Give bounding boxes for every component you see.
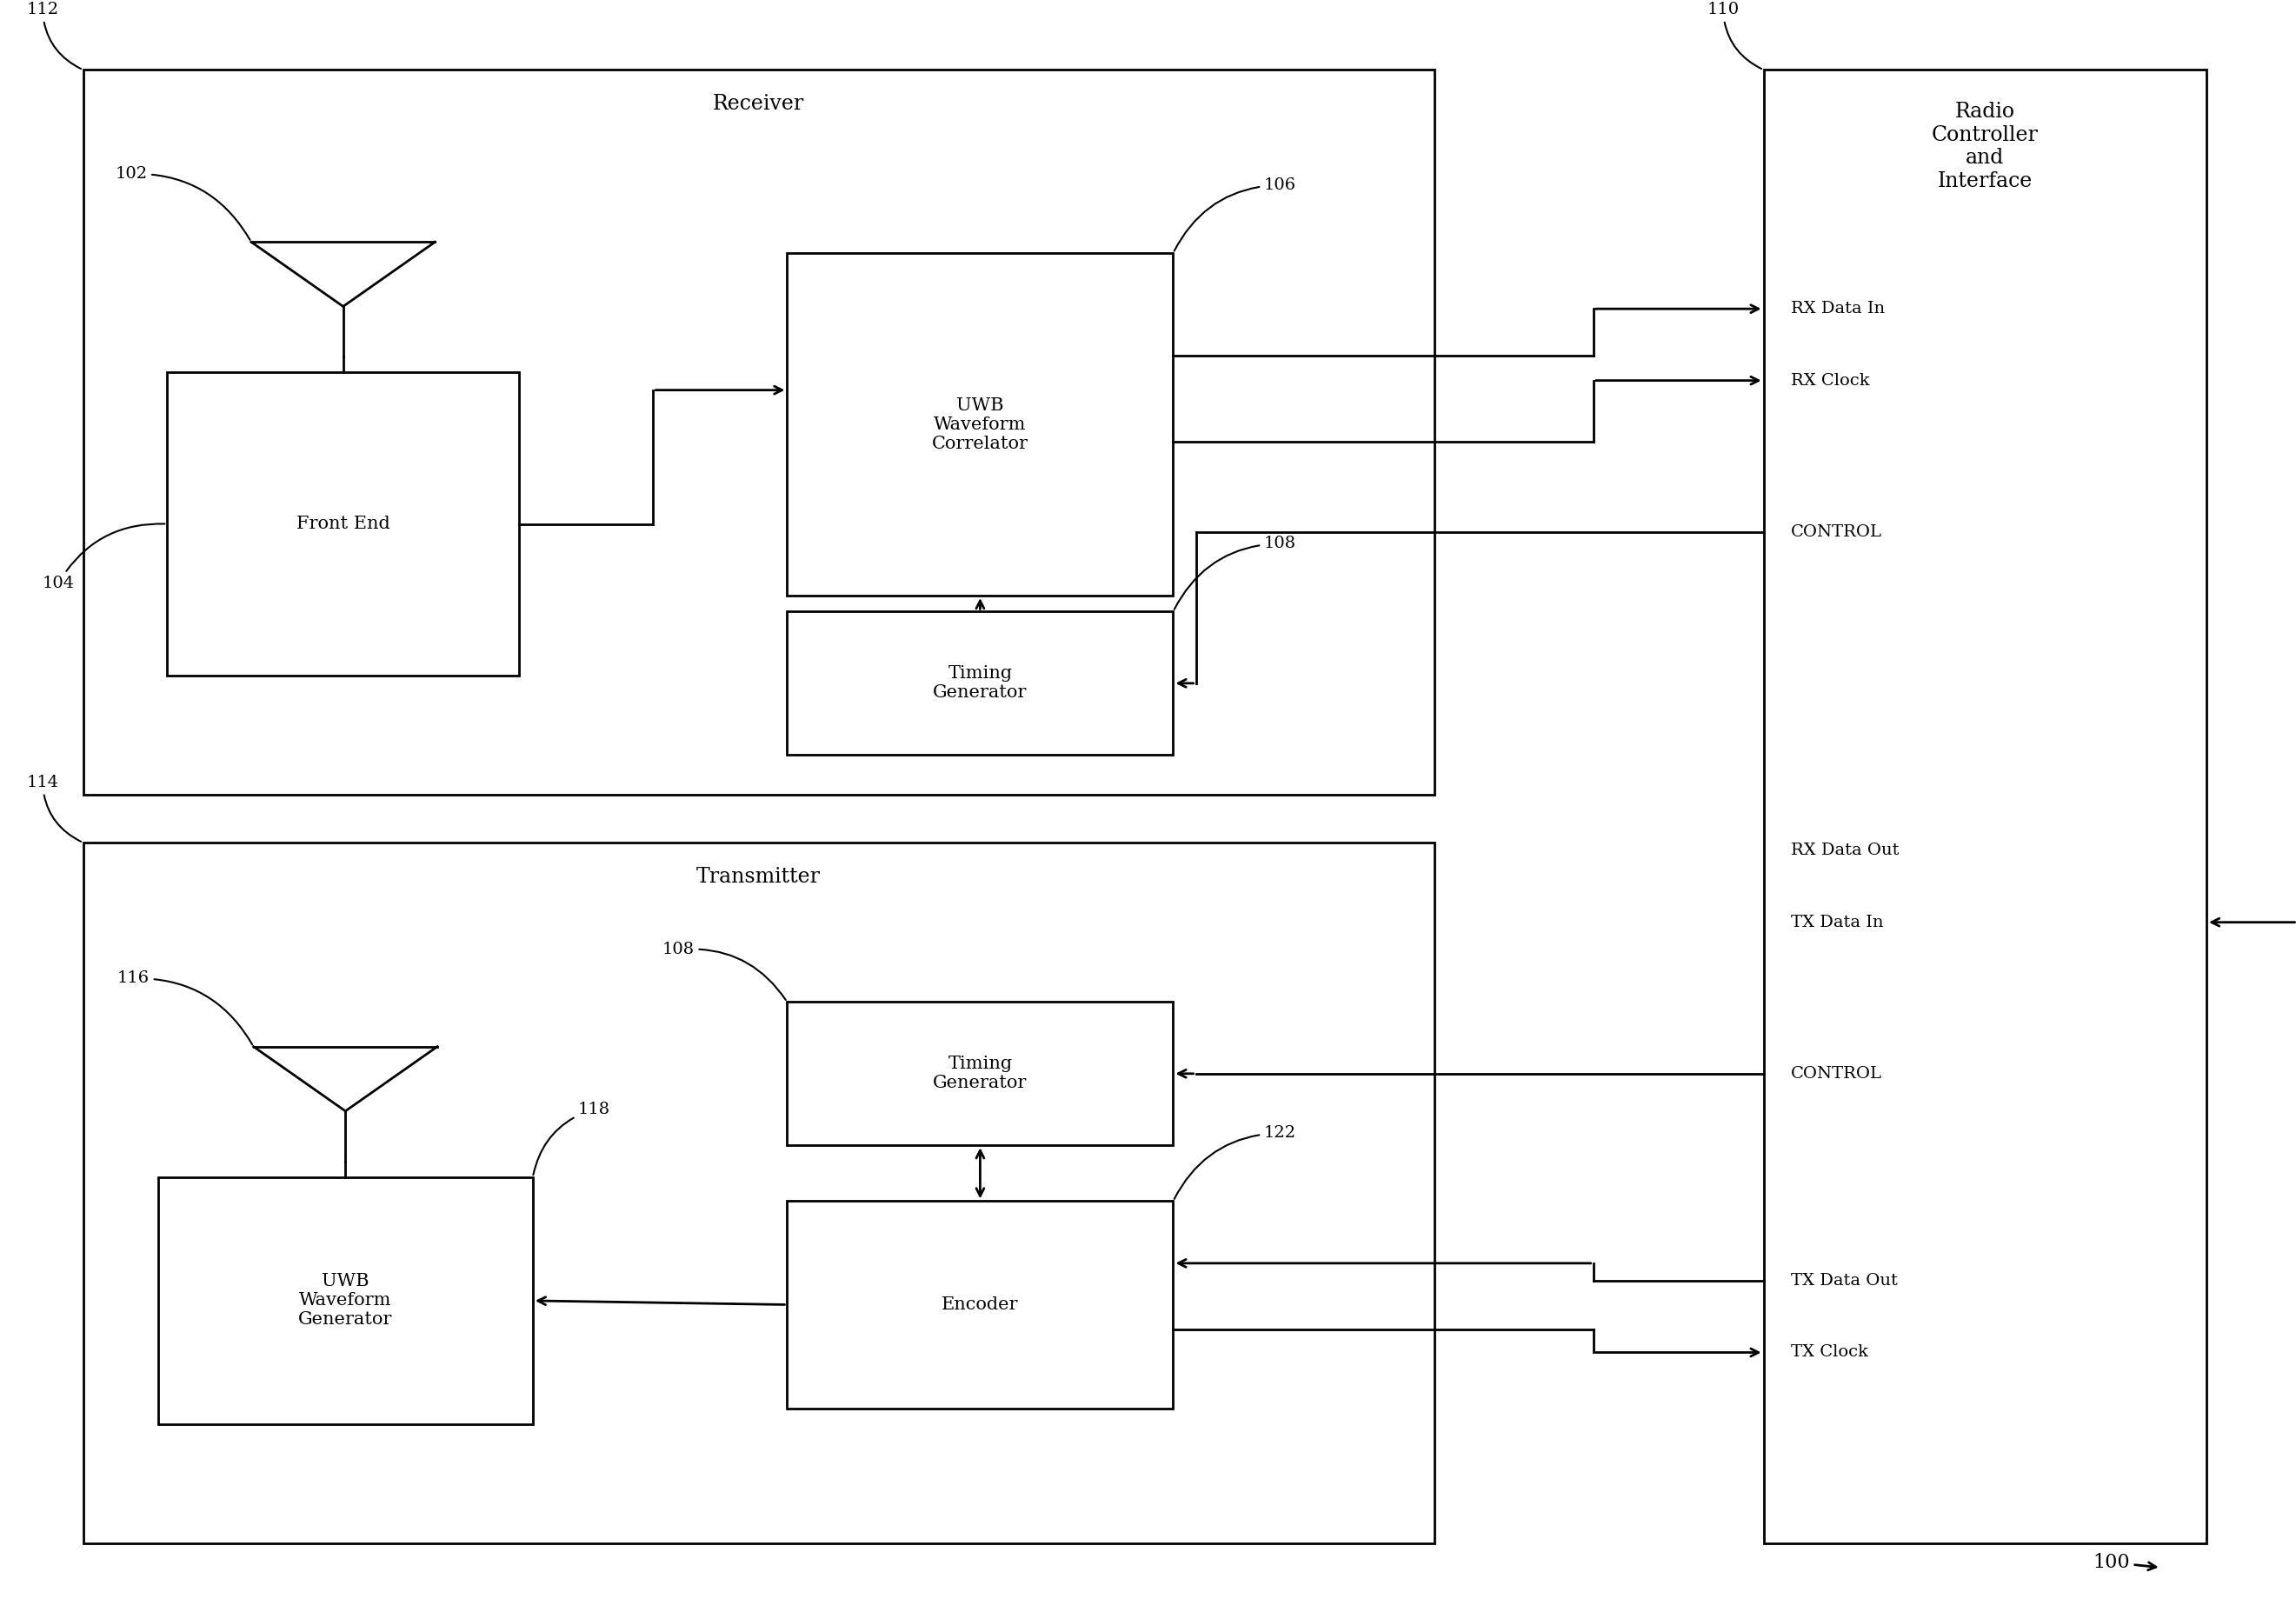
Text: RX Data Out: RX Data Out [1791,843,1899,858]
Text: 104: 104 [41,525,165,591]
Text: UWB
Waveform
Correlator: UWB Waveform Correlator [932,397,1029,452]
Text: UWB
Waveform
Generator: UWB Waveform Generator [298,1273,393,1328]
Text: 108: 108 [661,942,785,1001]
Bar [168,372,519,675]
Text: 102: 102 [115,167,250,240]
Bar [788,612,1173,754]
Text: Radio
Controller
and
Interface: Radio Controller and Interface [1931,102,2039,191]
Text: 114: 114 [25,774,80,842]
Bar [788,1201,1173,1409]
Bar [83,70,1435,795]
Bar [788,1002,1173,1145]
Bar [83,842,1435,1543]
Bar [788,253,1173,596]
Text: 118: 118 [533,1101,611,1175]
Text: Timing
Generator: Timing Generator [932,665,1026,701]
Text: RX Clock: RX Clock [1791,372,1869,389]
Text: Encoder: Encoder [941,1297,1019,1313]
Text: 108: 108 [1173,536,1297,609]
Text: TX Clock: TX Clock [1791,1345,1869,1360]
Text: TX Data Out: TX Data Out [1791,1273,1899,1289]
Text: RX Data In: RX Data In [1791,301,1885,317]
Text: CONTROL: CONTROL [1791,525,1883,539]
Text: 112: 112 [25,2,80,68]
Text: Transmitter: Transmitter [696,866,822,887]
Text: Receiver: Receiver [714,94,804,113]
Text: TX Data In: TX Data In [1791,915,1883,929]
Text: 100: 100 [2094,1553,2156,1572]
Text: 116: 116 [117,971,253,1044]
Bar [1763,70,2206,1543]
Text: 122: 122 [1173,1125,1297,1200]
Text: Timing
Generator: Timing Generator [932,1056,1026,1091]
Text: CONTROL: CONTROL [1791,1065,1883,1081]
Text: 110: 110 [1706,2,1761,68]
Bar [158,1177,533,1425]
Text: 106: 106 [1173,176,1297,251]
Text: Front End: Front End [296,516,390,533]
